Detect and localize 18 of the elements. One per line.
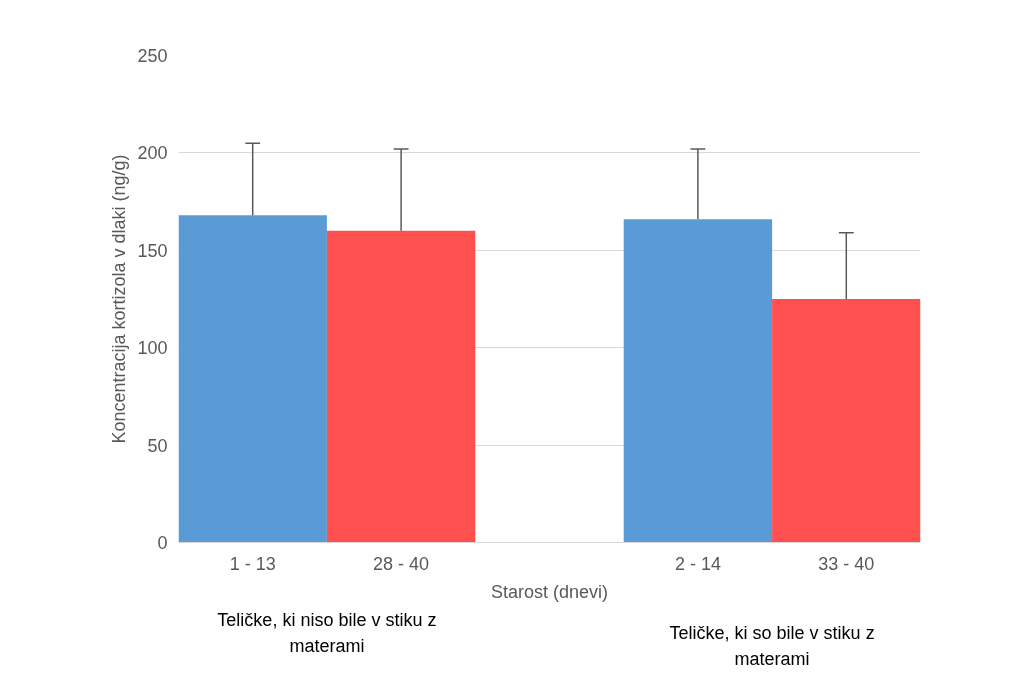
y-axis-title: Koncentracija kortizola v dlaki (ng/g): [109, 154, 130, 444]
y-tick-label: 50: [147, 435, 168, 456]
x-axis-title: Starost (dnevi): [490, 581, 609, 602]
y-tick-label: 150: [137, 240, 168, 261]
bar: [326, 230, 476, 543]
text: Teličke, ki so bile v stiku z materami: [669, 622, 875, 669]
y-tick-label: 0: [157, 533, 168, 553]
y-tick-label: 100: [137, 338, 168, 359]
x-tick-label: 2 - 14: [674, 553, 721, 574]
x-tick-label: 33 - 40: [818, 553, 875, 574]
y-tick-label: 200: [137, 143, 168, 164]
bar: [772, 299, 921, 543]
x-tick-label: 1 - 13: [229, 553, 276, 574]
x-tick-label: 28 - 40: [373, 553, 430, 574]
bar: [178, 215, 327, 543]
bar: [623, 219, 773, 543]
text: Teličke, ki niso bile v stiku z materami: [217, 609, 437, 656]
y-tick-label: 250: [137, 46, 168, 66]
